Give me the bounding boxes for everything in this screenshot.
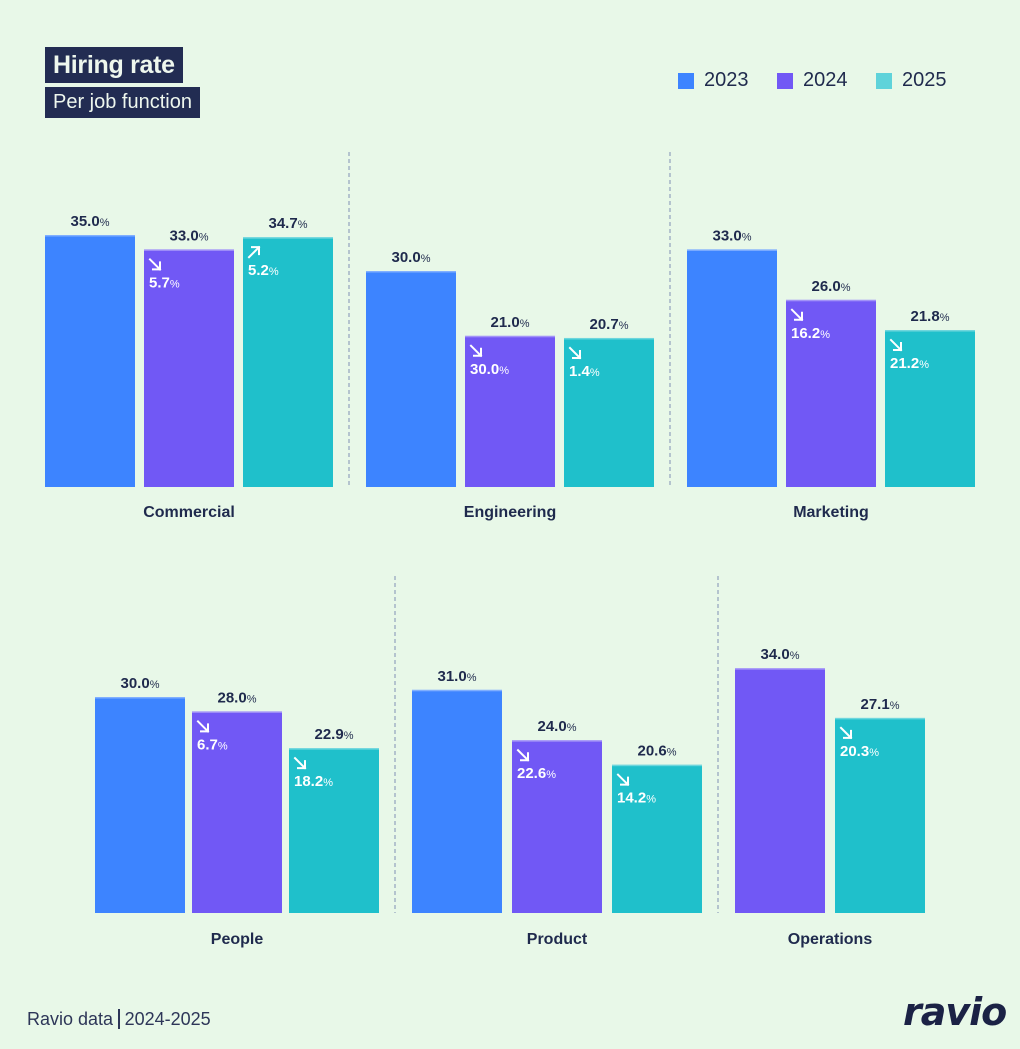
bar-engineering-2024 [465, 335, 555, 487]
category-label-commercial: Commercial [143, 504, 235, 521]
legend-label-2025: 2025 [902, 69, 947, 91]
value-label-commercial-2023: 35.0% [71, 213, 110, 230]
arrow-down-right-icon-engineering [469, 344, 483, 358]
change-label-product-2024: 22.6% [517, 765, 556, 782]
legend-item-2023: 2023 [678, 69, 749, 92]
chart-title: Hiring rate [45, 47, 183, 83]
bar-highlight-engineering-2024 [465, 335, 555, 338]
bar-highlight-operations-2025 [835, 717, 925, 720]
value-label-marketing-2025: 21.8% [911, 308, 950, 325]
value-label-engineering-2025: 20.7% [590, 316, 629, 333]
arrow-down-right-icon-marketing [889, 338, 903, 352]
legend-swatch-2023 [678, 72, 694, 89]
arrow-down-right-icon-product [516, 748, 530, 762]
bar-operations-2024 [735, 668, 825, 913]
legend-label-2023: 2023 [704, 69, 749, 91]
category-label-engineering: Engineering [464, 504, 556, 521]
value-label-product-2025: 20.6% [638, 743, 677, 760]
bar-operations-2025 [835, 717, 925, 913]
arrow-down-right-icon-product [616, 773, 630, 787]
bar-people-2024 [192, 711, 282, 913]
change-label-engineering-2024: 30.0% [470, 361, 509, 378]
bar-product-2023 [412, 689, 502, 913]
arrow-down-right-icon-marketing [790, 308, 804, 322]
bar-highlight-engineering-2025 [564, 337, 654, 340]
bar-highlight-commercial-2023 [45, 235, 135, 237]
value-label-engineering-2023: 30.0% [392, 249, 431, 266]
arrow-down-right-icon-commercial [148, 257, 162, 271]
value-label-product-2024: 24.0% [538, 718, 577, 735]
change-label-marketing-2025: 21.2% [890, 355, 929, 372]
bar-highlight-commercial-2024 [144, 249, 234, 251]
change-label-operations-2025: 20.3% [840, 743, 879, 760]
bar-highlight-people-2025 [289, 748, 379, 750]
chart-subtitle: Per job function [45, 87, 200, 118]
bar-highlight-operations-2024 [735, 668, 825, 670]
bar-product-2024 [512, 740, 602, 913]
bar-highlight-people-2023 [95, 697, 185, 699]
bar-people-2025 [289, 748, 379, 913]
change-label-engineering-2025: 1.4% [569, 363, 600, 380]
category-label-marketing: Marketing [793, 504, 869, 521]
value-label-operations-2024: 34.0% [761, 646, 800, 663]
bar-highlight-engineering-2023 [366, 271, 456, 273]
legend-label-2024: 2024 [803, 69, 848, 91]
category-label-product: Product [527, 931, 588, 948]
arrow-up-right-icon-commercial [247, 245, 261, 259]
bar-commercial-2025 [243, 237, 333, 487]
bar-highlight-marketing-2023 [687, 249, 777, 251]
bar-highlight-product-2023 [412, 689, 502, 692]
bar-highlight-commercial-2025 [243, 237, 333, 239]
bar-people-2023 [95, 697, 185, 913]
change-label-commercial-2025: 5.2% [248, 262, 279, 279]
bar-marketing-2024 [786, 299, 876, 487]
value-label-product-2023: 31.0% [438, 668, 477, 685]
bar-engineering-2025 [564, 337, 654, 487]
arrow-down-right-icon-operations [839, 726, 853, 740]
bar-highlight-marketing-2024 [786, 299, 876, 302]
bar-highlight-product-2024 [512, 740, 602, 742]
bar-engineering-2023 [366, 271, 456, 487]
value-label-marketing-2024: 26.0% [812, 278, 851, 295]
footer-separator [118, 1009, 120, 1029]
value-label-people-2025: 22.9% [315, 726, 354, 743]
legend-swatch-2024 [777, 72, 793, 89]
footer-source: Ravio data 2024-2025 [27, 1009, 211, 1030]
ravio-logo: ravio [903, 990, 1007, 1034]
change-label-product-2025: 14.2% [617, 790, 656, 807]
value-label-marketing-2023: 33.0% [713, 227, 752, 244]
bar-commercial-2024 [144, 249, 234, 487]
value-label-people-2023: 30.0% [121, 675, 160, 692]
bar-product-2025 [612, 764, 702, 913]
bar-marketing-2023 [687, 249, 777, 487]
arrow-down-right-icon-engineering [568, 346, 582, 360]
change-label-people-2025: 18.2% [294, 773, 333, 790]
bar-commercial-2023 [45, 235, 135, 487]
value-label-commercial-2024: 33.0% [170, 227, 209, 244]
change-label-people-2024: 6.7% [197, 736, 228, 753]
legend-swatch-2025 [876, 72, 892, 89]
legend-item-2025: 2025 [876, 69, 947, 92]
category-label-operations: Operations [788, 931, 873, 948]
bar-highlight-marketing-2025 [885, 330, 975, 332]
value-label-commercial-2025: 34.7% [269, 215, 308, 232]
value-label-operations-2025: 27.1% [861, 696, 900, 713]
category-label-people: People [211, 931, 264, 948]
bar-highlight-product-2025 [612, 764, 702, 767]
bar-highlight-people-2024 [192, 711, 282, 713]
value-label-people-2024: 28.0% [218, 689, 257, 706]
change-label-commercial-2024: 5.7% [149, 274, 180, 291]
bar-marketing-2025 [885, 330, 975, 487]
legend-item-2024: 2024 [777, 69, 848, 92]
footer-source-label: Ravio data [27, 1009, 114, 1029]
arrow-down-right-icon-people [293, 756, 307, 770]
value-label-engineering-2024: 21.0% [491, 314, 530, 331]
arrow-down-right-icon-people [196, 719, 210, 733]
footer-period: 2024-2025 [124, 1009, 211, 1029]
change-label-marketing-2024: 16.2% [791, 325, 830, 342]
